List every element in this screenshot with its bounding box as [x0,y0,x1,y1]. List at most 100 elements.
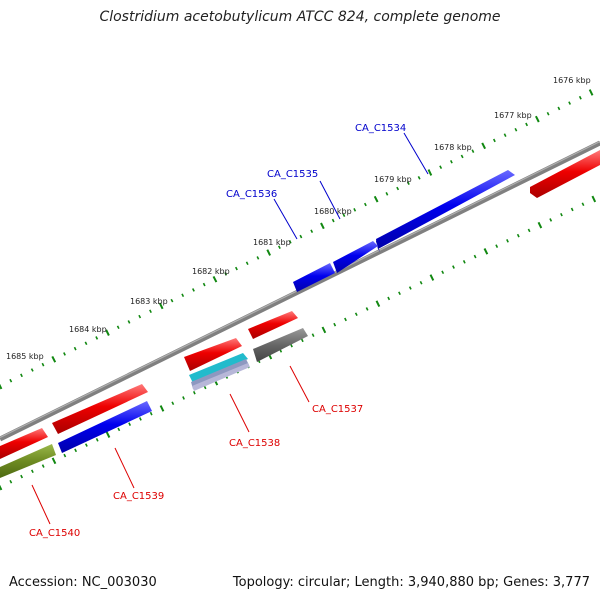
scale-tick [492,138,496,143]
scale-tick [578,95,582,100]
scale-tick [331,218,335,223]
scale-tick [483,248,489,255]
scale-tick [84,341,88,346]
scale-tick [557,106,561,111]
gene-ca-c1539[interactable] [52,384,152,453]
scale-tick [321,326,327,334]
scale-label-1679: 1679 kbp [374,175,412,184]
gene-label-ca-c1539[interactable]: CA_C1539 [113,491,164,502]
gene-reverse-offscreen[interactable] [530,150,600,198]
scale-ticks-inner [0,195,597,491]
gene-ca-c1536[interactable] [293,263,335,292]
scale-tick [441,270,445,275]
scale-tick [41,362,45,367]
scale-tick [95,438,99,442]
scale-tick [192,390,196,395]
scale-tick [0,484,3,491]
scale-tick [560,212,563,217]
scale-tick [277,245,281,249]
scale-tick [127,320,131,324]
scale-ticks-outer [0,89,594,390]
scale-tick [363,202,367,207]
gene-ca-c1534[interactable] [376,170,515,252]
scale-tick [408,286,412,290]
scale-label-1683: 1683 kbp [130,297,168,306]
scale-tick [105,431,111,438]
scale-tick [385,192,389,196]
gene-label-ca-c1535[interactable]: CA_C1535 [267,169,318,180]
scale-tick [63,352,66,356]
scale-tick [462,260,466,264]
scale-tick [439,165,443,169]
scale-tick [310,229,314,233]
scale-tick [527,228,531,233]
scale-tick [568,101,572,105]
scale-label-1681: 1681 kbp [253,238,291,247]
gene-ca-c1535[interactable] [333,241,378,273]
scale-tick [0,383,3,390]
scale-tick [212,275,218,283]
gene-label-ca-c1536[interactable]: CA_C1536 [226,189,277,200]
scale-label-1677: 1677 kbp [494,111,532,120]
scale-tick [396,186,400,191]
scale-tick [73,346,77,351]
scale-tick [471,149,475,153]
scale-tick [159,405,165,412]
scale-tick [105,329,110,336]
scale-tick [452,265,455,269]
scale-tick [138,314,142,319]
scale-tick [333,322,337,327]
scale-tick [398,291,401,296]
gene-ca-c1537[interactable] [248,311,308,362]
scale-tick [591,195,597,203]
scale-tick [149,309,152,314]
scale-tick [503,133,507,137]
genome-backbone [0,140,600,442]
scale-tick [63,453,67,458]
scale-tick [20,474,24,479]
scale-tick [191,288,195,292]
scale-tick [342,213,346,217]
scale-tick [138,417,142,421]
scale-tick [51,457,57,465]
scale-tick [570,207,574,212]
scale-tick [149,411,153,416]
scale-tick [588,89,594,96]
scale-tick [30,368,34,372]
scale-label-1682: 1682 kbp [192,267,230,276]
scale-tick [581,202,585,207]
scale-tick [406,181,410,185]
scale-tick [203,385,207,390]
scale-tick [9,378,13,383]
scale-tick [128,422,132,426]
scale-tick [202,282,206,287]
scale-tick [171,401,175,406]
scale-tick [549,218,553,222]
gene-label-ca-c1540[interactable]: CA_C1540 [29,528,80,539]
gene-ca-c1538[interactable] [184,338,250,391]
gene-ca-c1540[interactable] [0,428,56,478]
scale-tick [41,464,45,468]
scale-tick [546,111,550,116]
scale-tick [117,427,121,432]
scale-tick [95,336,99,340]
gene-label-ca-c1537[interactable]: CA_C1537 [312,404,363,415]
scale-tick [224,272,228,276]
scale-tick [353,208,357,212]
scale-tick [116,325,120,330]
scale-tick [417,176,421,180]
accession-text: Accession: NC_003030 [9,575,157,590]
scale-tick [181,293,185,298]
scale-tick [344,317,347,322]
scale-tick [266,249,271,256]
scale-tick [387,296,391,301]
scale-tick [537,221,543,229]
scale-tick [182,396,185,400]
gene-label-ca-c1534[interactable]: CA_C1534 [355,123,406,134]
scale-tick [256,256,260,260]
scale-tick [525,122,529,127]
gene-label-ca-c1538[interactable]: CA_C1538 [229,438,280,449]
scale-tick [20,373,23,378]
